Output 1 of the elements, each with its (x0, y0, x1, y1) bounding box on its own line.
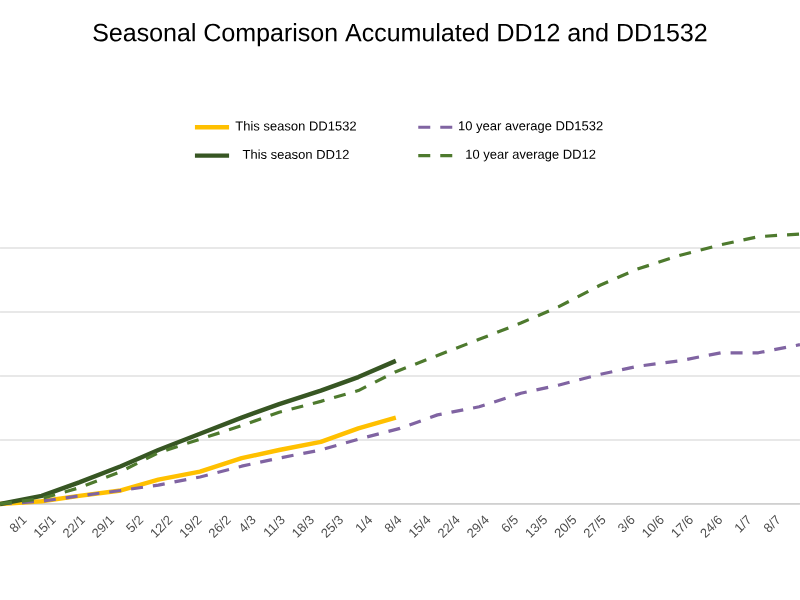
chart-title: Seasonal Comparison Accumulated DD12 and DD1532 (93, 23, 707, 47)
